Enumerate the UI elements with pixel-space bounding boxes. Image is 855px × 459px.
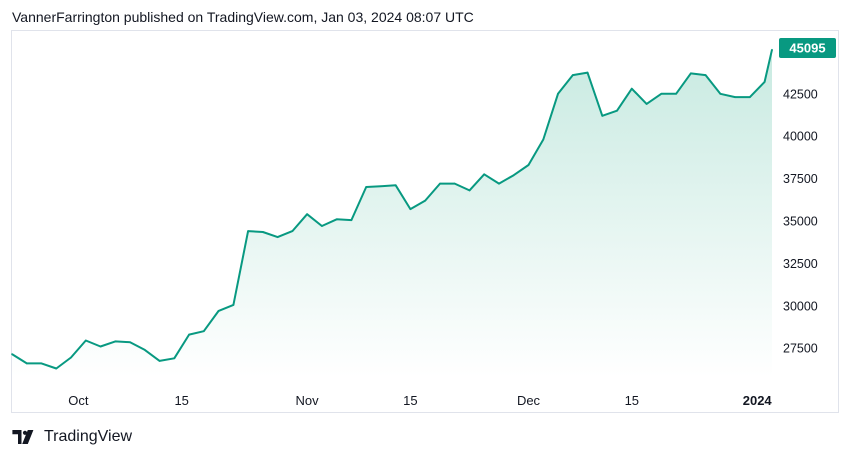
data-point [572, 74, 574, 76]
data-point [321, 225, 323, 227]
brand-footer[interactable]: TradingView [12, 428, 132, 446]
data-point [409, 208, 412, 210]
data-point [217, 310, 220, 312]
data-point [85, 339, 87, 342]
data-point [719, 93, 722, 95]
data-point [380, 185, 382, 187]
data-point [645, 103, 648, 105]
y-tick-label: 30000 [783, 299, 818, 313]
data-point [203, 330, 205, 333]
brand-text: TradingView [44, 428, 133, 445]
data-point [144, 349, 146, 351]
data-point [11, 353, 13, 355]
data-point [586, 71, 589, 74]
data-point [394, 184, 397, 187]
data-point [690, 72, 692, 75]
data-point [158, 360, 161, 362]
data-point [188, 333, 190, 336]
data-point [557, 93, 559, 95]
data-point [306, 213, 308, 215]
x-tick-label: Dec [517, 393, 541, 408]
data-point [424, 199, 427, 202]
y-axis: 27500 30000 32500 35000 37500 40000 42500 [783, 87, 818, 355]
data-point [631, 87, 633, 90]
data-point [365, 186, 368, 188]
data-point [173, 357, 176, 360]
data-point [453, 182, 456, 185]
data-point [247, 230, 249, 232]
data-point [335, 218, 338, 221]
data-point [527, 164, 530, 166]
data-point [468, 189, 471, 192]
data-point [99, 345, 102, 348]
data-point [660, 93, 663, 95]
x-tick-label: Nov [296, 393, 320, 408]
data-point [276, 236, 279, 238]
data-point [749, 96, 751, 98]
data-point [616, 109, 618, 112]
data-point [512, 174, 515, 176]
data-point [704, 74, 707, 76]
data-point [26, 362, 28, 365]
data-point [601, 115, 604, 117]
data-point [439, 182, 441, 185]
y-tick-label: 42500 [783, 87, 818, 101]
data-point [734, 96, 736, 98]
x-tick-label: 15 [625, 393, 639, 408]
x-axis: Oct 15 Nov 15 Dec 15 2024 [68, 393, 772, 408]
y-tick-label: 35000 [783, 215, 818, 229]
x-tick-label: 2024 [743, 393, 773, 408]
y-tick-label: 32500 [783, 257, 818, 271]
last-price-tag [779, 38, 836, 58]
x-tick-label: 15 [174, 393, 188, 408]
data-point [542, 138, 545, 141]
last-price-label: 45095 [789, 41, 825, 56]
data-point [40, 362, 43, 365]
chart-frame [11, 30, 839, 413]
data-point [771, 48, 773, 51]
data-point [114, 340, 117, 343]
data-point [55, 367, 58, 370]
y-tick-label: 27500 [783, 342, 818, 356]
data-point [291, 230, 294, 232]
data-point [350, 219, 353, 221]
y-tick-label: 40000 [783, 130, 818, 144]
tradingview-logo-icon [12, 430, 34, 444]
data-point [498, 182, 500, 185]
data-point [232, 304, 235, 306]
data-point [129, 341, 131, 344]
y-tick-label: 37500 [783, 172, 818, 186]
publisher-line: VannerFarrington published on TradingVie… [12, 9, 474, 25]
data-point [262, 231, 264, 233]
x-tick-label: 15 [403, 393, 417, 408]
data-point [763, 81, 766, 83]
x-tick-label: Oct [68, 393, 89, 408]
data-point [483, 173, 486, 176]
price-area-fill [12, 49, 772, 377]
data-point [675, 93, 677, 95]
data-point [70, 356, 72, 359]
